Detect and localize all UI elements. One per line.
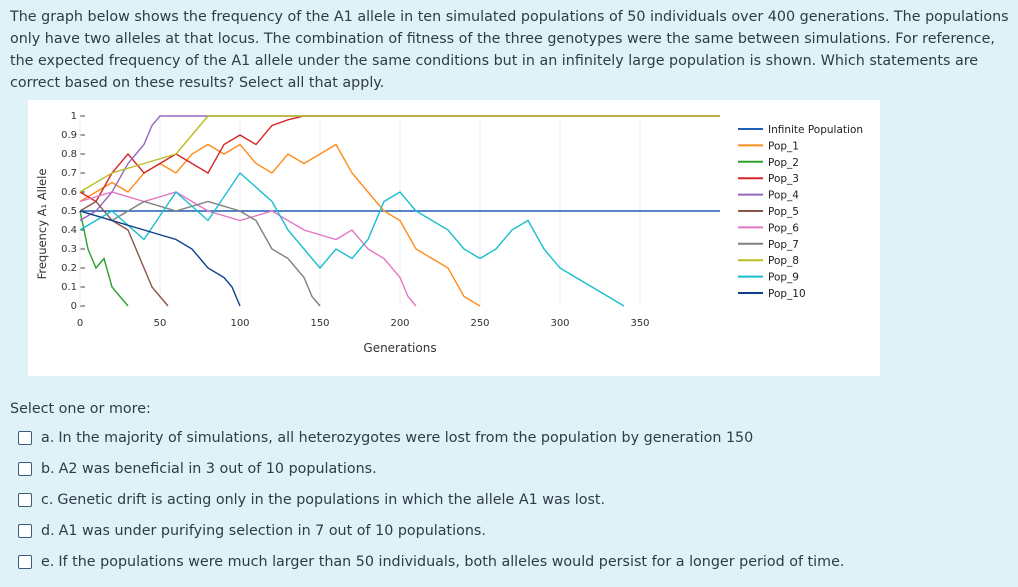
y-tick-label: 0.8 [61, 149, 77, 160]
x-tick-label: 100 [230, 318, 249, 329]
legend-label: Pop_3 [768, 173, 799, 185]
x-tick-label: 50 [154, 318, 167, 329]
legend-label: Pop_10 [768, 288, 806, 300]
y-tick-label: 1 [71, 111, 77, 122]
legend-label: Pop_2 [768, 157, 799, 169]
chart-legend: Infinite Population Pop_1 Pop_2 Pop_3 Pop_4 P… [738, 124, 863, 300]
option-letter: d. [41, 523, 55, 539]
option-b[interactable]: b. A2 was beneficial in 3 out of 10 popu… [18, 458, 377, 480]
series-line-pop_9 [79, 171, 625, 307]
y-tick-label: 0.3 [61, 244, 77, 255]
option-a[interactable]: a. In the majority of simulations, all h… [18, 427, 753, 449]
legend-label: Pop_5 [768, 206, 799, 218]
legend-label: Pop_7 [768, 239, 799, 251]
x-tick-label: 250 [470, 318, 489, 329]
option-d[interactable]: d. A1 was under purifying selection in 7… [18, 520, 486, 542]
series-line-pop_4 [79, 115, 720, 222]
chart-series [79, 115, 720, 307]
series-line-pop_2 [79, 210, 129, 307]
option-text: In the majority of simulations, all hete… [58, 430, 754, 446]
series-line-pop_8 [79, 115, 720, 193]
option-letter: e. [41, 554, 55, 570]
y-tick-label: 0 [71, 301, 77, 312]
option-letter: a. [41, 430, 55, 446]
x-tick-label: 300 [550, 318, 569, 329]
y-tick-label: 0.7 [61, 168, 77, 179]
y-axis-label: Frequency A₁ Allele [35, 169, 49, 280]
legend-label: Infinite Population [768, 124, 863, 136]
y-tick-label: 0.4 [61, 225, 77, 236]
option-text: If the populations were much larger than… [58, 554, 845, 570]
legend-label: Pop_1 [768, 140, 799, 152]
y-tick-label: 0.1 [61, 282, 77, 293]
option-c[interactable]: c. Genetic drift is acting only in the p… [18, 489, 605, 511]
x-tick-label: 0 [77, 318, 83, 329]
chart-svg: 0 0.1 0.2 0.3 0.4 0.5 0.6 0.7 0.8 0.9 1 0 50 100 150 20… [35, 111, 863, 355]
x-tick-label: 350 [630, 318, 649, 329]
legend-label: Pop_9 [768, 272, 799, 284]
option-text: A2 was beneficial in 3 out of 10 populat… [58, 461, 377, 477]
checkbox-icon[interactable] [18, 555, 32, 569]
y-tick-label: 0.6 [61, 187, 77, 198]
y-tick-label: 0.5 [61, 206, 77, 217]
option-text: A1 was under purifying selection in 7 ou… [58, 523, 486, 539]
question-text: The graph below shows the frequency of t… [10, 9, 1009, 91]
option-letter: c. [41, 492, 54, 508]
series-line-pop_10 [79, 210, 241, 307]
checkbox-icon[interactable] [18, 524, 32, 538]
y-tick-label: 0.2 [61, 263, 77, 274]
option-e[interactable]: e. If the populations were much larger t… [18, 551, 844, 573]
x-tick-label: 150 [310, 318, 329, 329]
option-text: Genetic drift is acting only in the popu… [57, 492, 606, 508]
checkbox-icon[interactable] [18, 462, 32, 476]
frequency-chart: 0 0.1 0.2 0.3 0.4 0.5 0.6 0.7 0.8 0.9 1 0 50 100 150 20… [28, 100, 880, 376]
legend-label: Pop_8 [768, 255, 799, 267]
legend-label: Pop_6 [768, 222, 799, 234]
legend-label: Pop_4 [768, 190, 799, 202]
series-line-pop_5 [79, 200, 169, 307]
option-letter: b. [41, 461, 55, 477]
x-axis-label: Generations [363, 341, 436, 355]
chart-axes: 0 0.1 0.2 0.3 0.4 0.5 0.6 0.7 0.8 0.9 1 0 50 100 150 20… [61, 111, 649, 329]
series-line-pop_6 [79, 191, 417, 307]
checkbox-icon[interactable] [18, 493, 32, 507]
checkbox-icon[interactable] [18, 431, 32, 445]
x-tick-label: 200 [390, 318, 409, 329]
series-line-pop_7 [79, 200, 321, 307]
select-prompt: Select one or more: [10, 401, 151, 417]
y-tick-label: 0.9 [61, 130, 77, 141]
series-line-pop_3 [79, 115, 720, 203]
